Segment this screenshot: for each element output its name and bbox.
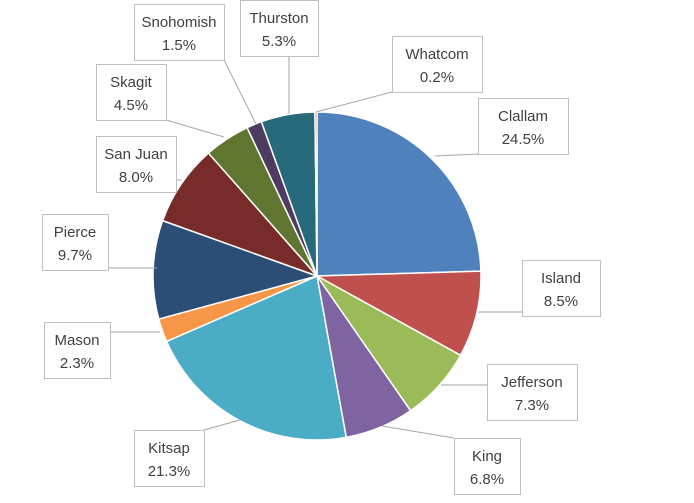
data-label-name-skagit: Skagit bbox=[110, 74, 153, 91]
data-label-box-mason bbox=[44, 322, 111, 379]
data-label-name-island: Island bbox=[541, 270, 581, 287]
data-label-name-pierce: Pierce bbox=[54, 224, 97, 241]
pie-slice-kitsap bbox=[165, 274, 348, 441]
data-label-value-jefferson: 7.3% bbox=[515, 397, 549, 414]
leader-line-king bbox=[381, 425, 455, 439]
data-label-value-whatcom: 0.2% bbox=[420, 69, 454, 86]
data-label-box-thurston bbox=[240, 0, 319, 57]
data-label-box-whatcom bbox=[392, 36, 483, 93]
data-label-name-mason: Mason bbox=[54, 332, 99, 349]
data-label-box-san-juan bbox=[96, 136, 177, 193]
pie-slice-island bbox=[314, 270, 482, 357]
data-label-name-snohomish: Snohomish bbox=[141, 14, 216, 31]
data-label-value-island: 8.5% bbox=[544, 293, 578, 310]
data-label-name-jefferson: Jefferson bbox=[501, 374, 562, 391]
data-label-value-snohomish: 1.5% bbox=[162, 37, 196, 54]
data-label-box-island bbox=[522, 260, 601, 317]
data-label-value-san-juan: 8.0% bbox=[119, 169, 153, 186]
pie-slice-pierce bbox=[152, 219, 320, 320]
leader-line-skagit bbox=[165, 119, 225, 138]
pie-slice-clallam bbox=[316, 111, 482, 277]
data-label-value-king: 6.8% bbox=[470, 471, 504, 488]
data-label-box-kitsap bbox=[134, 430, 205, 487]
leader-line-kitsap bbox=[203, 419, 241, 431]
data-label-value-mason: 2.3% bbox=[60, 355, 94, 372]
data-label-value-thurston: 5.3% bbox=[262, 33, 296, 50]
data-label-name-san-juan: San Juan bbox=[104, 146, 167, 163]
data-label-box-pierce bbox=[42, 214, 109, 271]
data-label-name-whatcom: Whatcom bbox=[405, 46, 468, 63]
data-label-name-clallam: Clallam bbox=[498, 108, 548, 125]
data-label-box-king bbox=[454, 438, 521, 495]
data-labels: Clallam 24.5% Island 8.5% Jefferson 7.3% King 6… bbox=[42, 0, 601, 495]
leader-line-whatcom bbox=[315, 91, 393, 113]
leader-lines bbox=[108, 56, 522, 439]
data-label-name-thurston: Thurston bbox=[249, 10, 308, 27]
data-label-value-skagit: 4.5% bbox=[114, 97, 148, 114]
leader-line-clallam bbox=[434, 153, 479, 157]
data-label-box-skagit bbox=[96, 64, 167, 121]
data-label-value-kitsap: 21.3% bbox=[148, 463, 191, 480]
data-label-box-jefferson bbox=[487, 364, 578, 421]
leader-line-snohomish bbox=[223, 59, 257, 125]
data-label-name-king: King bbox=[472, 448, 502, 465]
data-label-name-kitsap: Kitsap bbox=[148, 440, 190, 457]
data-label-value-clallam: 24.5% bbox=[502, 131, 545, 148]
data-label-box-clallam bbox=[478, 98, 569, 155]
data-label-value-pierce: 9.7% bbox=[58, 247, 92, 264]
data-label-box-snohomish bbox=[134, 4, 225, 61]
pie-slices bbox=[152, 111, 482, 441]
